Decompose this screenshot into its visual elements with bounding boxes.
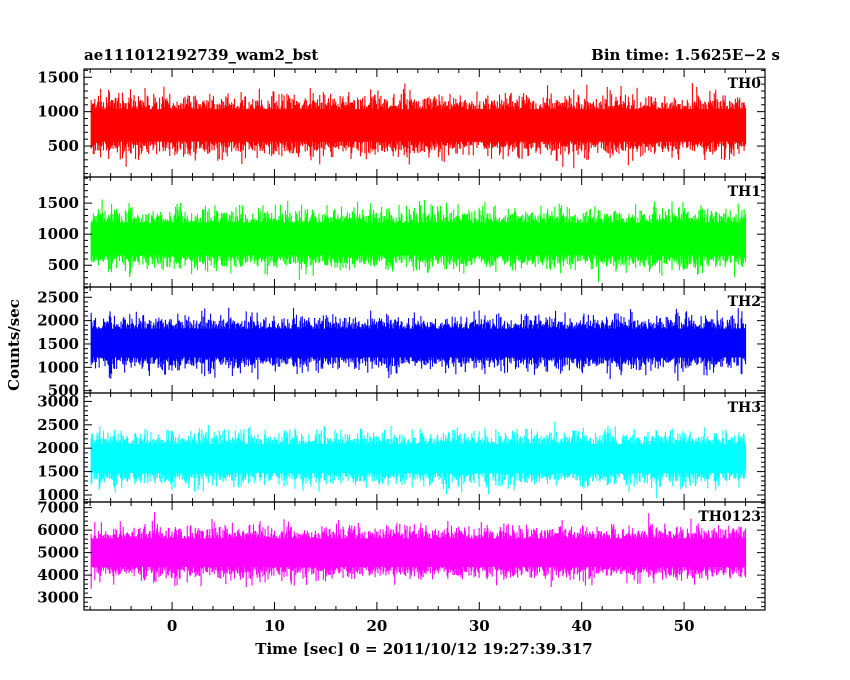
panel-label-th2: TH2 — [728, 294, 761, 310]
y-tick-label: 4000 — [37, 566, 79, 584]
y-tick-label: 2000 — [37, 439, 79, 457]
y-tick-label: 2500 — [37, 416, 79, 434]
y-tick-label: 1000 — [37, 225, 79, 243]
y-tick-label: 1500 — [37, 68, 79, 86]
x-axis-label: Time [sec] 0 = 2011/10/12 19:27:39.317 — [255, 640, 592, 658]
series-core-th3 — [91, 444, 746, 473]
x-tick-label: 40 — [571, 617, 592, 635]
panel-frame-th0123 — [83, 501, 766, 611]
y-tick-label: 3000 — [37, 392, 79, 410]
panel-label-th1: TH1 — [728, 184, 761, 200]
x-tick-label: 0 — [167, 617, 177, 635]
panel-label-th0123: TH0123 — [698, 509, 761, 525]
series-core-th0 — [91, 109, 746, 142]
y-tick-label: 500 — [48, 137, 79, 155]
y-tick-label: 500 — [48, 256, 79, 274]
x-tick-label: 30 — [469, 617, 490, 635]
y-tick-label: 1500 — [37, 335, 79, 353]
bin-time-label: Bin time: 1.5625E−2 s — [591, 46, 780, 64]
y-tick-label: 2500 — [37, 288, 79, 306]
y-tick-label: 7000 — [37, 499, 79, 517]
y-tick-label: 1000 — [37, 358, 79, 376]
x-tick-label: 10 — [264, 617, 285, 635]
series-core-th1 — [91, 222, 746, 256]
y-tick-label: 1000 — [37, 103, 79, 121]
x-tick-label: 50 — [674, 617, 695, 635]
y-tick-label: 6000 — [37, 521, 79, 539]
y-tick-label: 1500 — [37, 194, 79, 212]
panel-label-th3: TH3 — [728, 400, 761, 416]
y-tick-label: 1500 — [37, 463, 79, 481]
y-tick-label: 3000 — [37, 589, 79, 607]
y-tick-label: 1000 — [37, 486, 79, 504]
y-axis-label: Counts/sec — [5, 299, 23, 391]
y-tick-label: 5000 — [37, 544, 79, 562]
x-tick-label: 20 — [366, 617, 387, 635]
y-tick-label: 2000 — [37, 312, 79, 330]
series-core-th2 — [91, 328, 746, 358]
panel-label-th0: TH0 — [728, 76, 762, 92]
y-tick-label: 500 — [48, 382, 79, 400]
chart-title: ae111012192739_wam2_bst — [84, 46, 318, 64]
series-core-th0123 — [91, 538, 746, 567]
